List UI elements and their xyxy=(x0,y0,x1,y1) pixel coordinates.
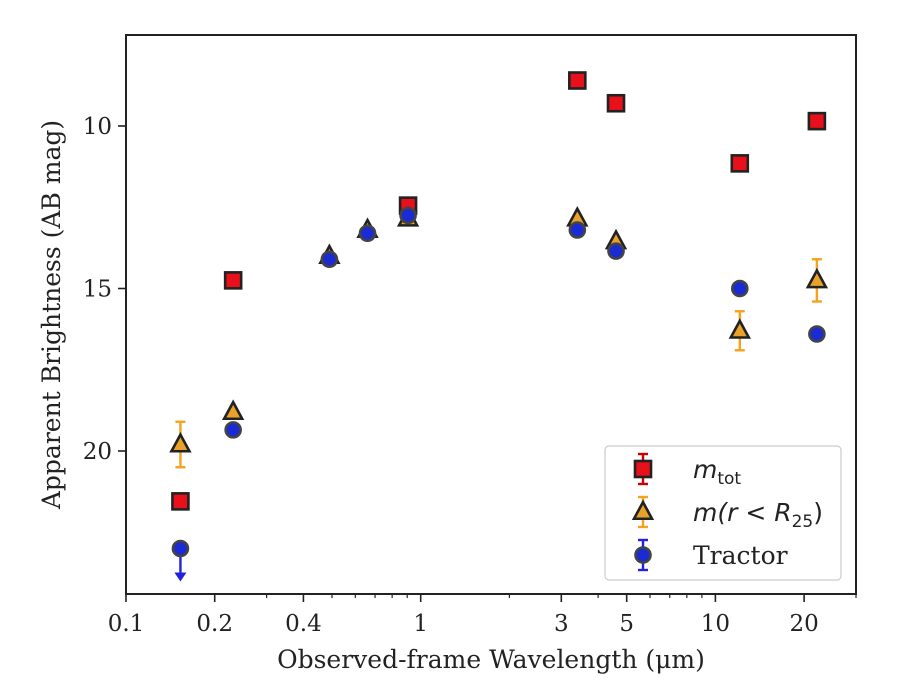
plot-frame xyxy=(125,34,857,595)
data-point-square xyxy=(730,154,750,173)
upper-limit-head xyxy=(174,572,187,582)
data-point-triangle xyxy=(169,431,192,453)
x-axis-ticks: 0.1 0.2 0.4 1 3 5 10 20 xyxy=(108,594,857,637)
legend-entry: mtot xyxy=(633,452,741,489)
x-tick-label: 10 xyxy=(701,611,730,637)
data-point-circle xyxy=(808,325,826,343)
y-tick-label: 20 xyxy=(83,439,112,465)
data-point-circle xyxy=(607,242,625,260)
data-point-square xyxy=(223,271,243,290)
data-point-triangle xyxy=(221,399,245,421)
data-point-circle xyxy=(730,279,749,298)
legend-marker-triangle xyxy=(631,499,655,521)
data-point-square xyxy=(568,71,587,90)
data-point-circle xyxy=(171,539,190,558)
data-point-circle xyxy=(320,250,339,269)
x-tick-label: 0.1 xyxy=(108,611,145,637)
data-point-square xyxy=(606,93,626,113)
legend-marker-circle xyxy=(634,546,652,564)
x-axis-label: Observed-frame Wavelength (μm) xyxy=(277,645,705,674)
data-point-circle xyxy=(399,206,417,225)
legend-entry: Tractor xyxy=(634,538,788,572)
series-circle-group xyxy=(171,206,826,582)
legend-label: mtot xyxy=(693,455,741,489)
data-point-square xyxy=(807,111,827,131)
legend-marker-square xyxy=(633,459,653,479)
data-point-circle xyxy=(224,421,242,439)
data-point-circle xyxy=(358,224,377,243)
x-tick-label: 1 xyxy=(413,611,428,637)
y-axis-label: Apparent Brightness (AB mag) xyxy=(37,120,66,510)
x-tick-label: 3 xyxy=(554,611,569,637)
data-point-circle xyxy=(568,221,587,239)
y-tick-label: 15 xyxy=(83,277,112,303)
data-point-triangle xyxy=(728,318,751,339)
series-square-group xyxy=(171,71,827,511)
legend-label: Tractor xyxy=(693,541,788,570)
data-point-triangle xyxy=(805,267,829,289)
x-tick-label: 20 xyxy=(789,611,818,637)
x-tick-label: 5 xyxy=(619,611,634,637)
x-tick-label: 0.4 xyxy=(285,611,322,637)
y-axis-ticks: 10 15 20 xyxy=(83,114,126,465)
series-layer xyxy=(169,71,829,582)
y-tick-label: 10 xyxy=(83,114,112,140)
data-point-square xyxy=(171,492,190,511)
legend-box xyxy=(604,445,842,581)
x-tick-label: 0.2 xyxy=(196,611,233,637)
